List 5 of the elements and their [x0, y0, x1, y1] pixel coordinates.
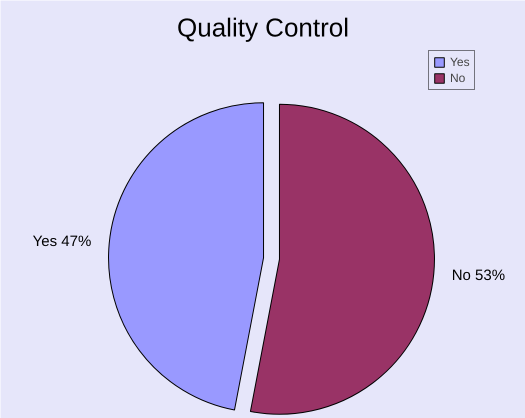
data-label: Yes 47%	[32, 232, 92, 250]
legend-label: Yes	[450, 55, 470, 69]
chart-title: Quality Control	[177, 12, 349, 42]
data-label: No 53%	[452, 267, 506, 284]
legend-label: No	[450, 71, 466, 85]
